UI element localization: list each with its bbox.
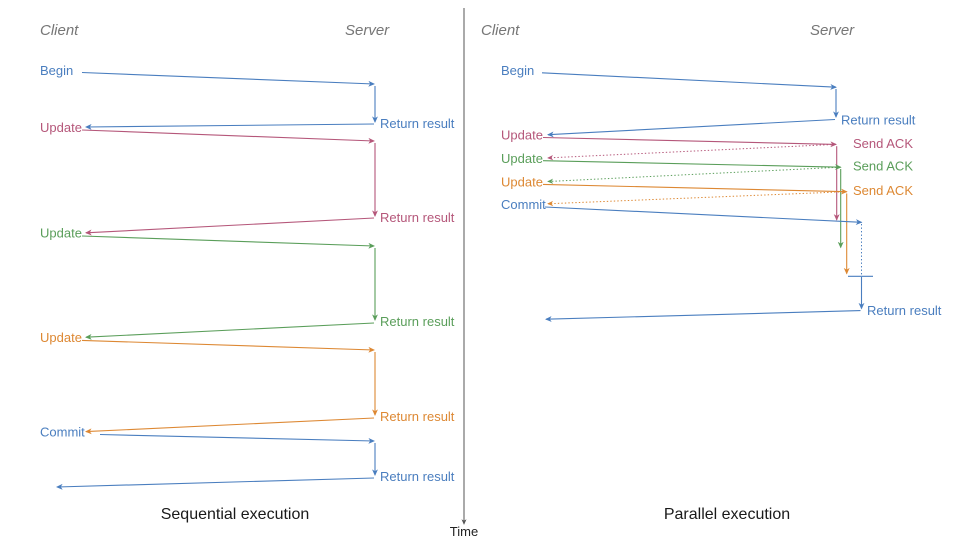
svg-text:Begin: Begin bbox=[40, 63, 73, 78]
svg-text:Return result: Return result bbox=[380, 469, 455, 484]
svg-text:Update: Update bbox=[40, 226, 82, 241]
svg-text:Parallel execution: Parallel execution bbox=[664, 506, 790, 523]
svg-text:Update: Update bbox=[501, 128, 543, 143]
svg-text:Return result: Return result bbox=[380, 409, 455, 424]
svg-text:Return result: Return result bbox=[380, 210, 455, 225]
svg-text:Sequential execution: Sequential execution bbox=[161, 506, 310, 523]
svg-text:Server: Server bbox=[345, 22, 390, 39]
svg-text:Send ACK: Send ACK bbox=[853, 183, 913, 198]
svg-text:Send ACK: Send ACK bbox=[853, 159, 913, 174]
svg-text:Begin: Begin bbox=[501, 63, 534, 78]
svg-text:Time: Time bbox=[450, 524, 478, 539]
svg-text:Client: Client bbox=[481, 22, 520, 39]
svg-text:Update: Update bbox=[40, 330, 82, 345]
svg-text:Update: Update bbox=[501, 151, 543, 166]
svg-text:Send ACK: Send ACK bbox=[853, 136, 913, 151]
svg-text:Return result: Return result bbox=[841, 113, 916, 128]
svg-text:Commit: Commit bbox=[501, 197, 546, 212]
svg-text:Client: Client bbox=[40, 22, 79, 39]
svg-text:Update: Update bbox=[501, 175, 543, 190]
svg-text:Return result: Return result bbox=[380, 314, 455, 329]
svg-text:Commit: Commit bbox=[40, 424, 85, 439]
svg-text:Return result: Return result bbox=[867, 303, 942, 318]
svg-text:Return result: Return result bbox=[380, 116, 455, 131]
svg-text:Update: Update bbox=[40, 120, 82, 135]
svg-text:Server: Server bbox=[810, 22, 855, 39]
